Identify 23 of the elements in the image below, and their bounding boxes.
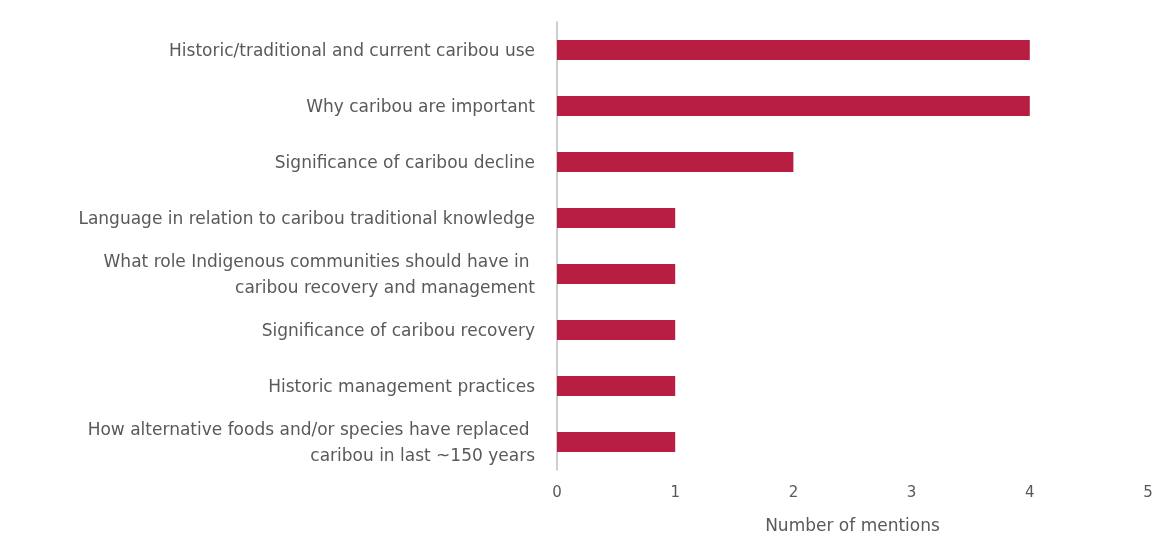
bar bbox=[557, 207, 676, 229]
x-axis-title: Number of mentions bbox=[765, 514, 940, 535]
y-tick-label: Significance of caribou recovery bbox=[261, 320, 535, 340]
y-tick-label: Historic management practices bbox=[268, 376, 536, 396]
bar bbox=[557, 431, 676, 453]
y-tick-label: Historic/traditional and current caribou use bbox=[169, 40, 535, 60]
x-tick-label: 5 bbox=[1143, 482, 1153, 501]
bar bbox=[557, 39, 1030, 61]
x-tick-label: 4 bbox=[1025, 482, 1035, 501]
x-tick-label: 0 bbox=[552, 482, 562, 501]
x-tick-label: 1 bbox=[670, 482, 680, 501]
bar bbox=[557, 263, 676, 285]
bar bbox=[557, 95, 1030, 117]
y-tick-label: Language in relation to caribou traditional knowledge bbox=[78, 208, 535, 228]
y-tick-label: What role Indigenous communities should have in caribou recovery and management bbox=[103, 251, 536, 297]
bar bbox=[557, 319, 676, 341]
y-tick-label: Why caribou are important bbox=[306, 96, 536, 116]
y-tick-label: How alternative foods and/or species have replaced caribou in last ~150 years bbox=[87, 419, 536, 465]
x-tick-label: 3 bbox=[906, 482, 917, 501]
bar bbox=[557, 375, 676, 397]
x-tick-label: 2 bbox=[788, 482, 799, 501]
y-tick-label: Significance of caribou decline bbox=[274, 152, 535, 172]
bar bbox=[557, 151, 794, 173]
